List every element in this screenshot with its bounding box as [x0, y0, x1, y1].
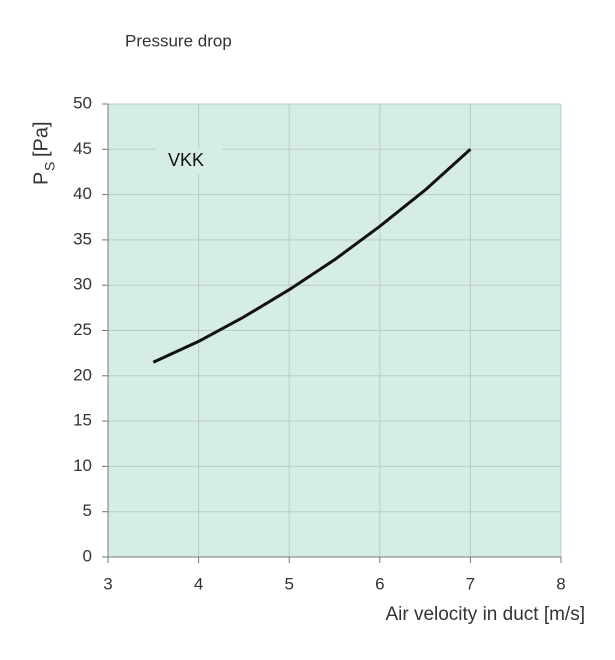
x-axis-label: Air velocity in duct [m/s]: [385, 604, 585, 625]
y-tick-label: 40: [73, 184, 92, 203]
y-tick-label: 30: [73, 275, 92, 294]
series-label-bg: [156, 148, 222, 175]
x-tick-label: 5: [284, 574, 293, 593]
y-tick-label: 50: [73, 93, 92, 112]
x-tick-label: 3: [103, 574, 112, 593]
y-axis-label: P S [Pa]: [30, 121, 57, 185]
y-tick-label: 15: [73, 411, 92, 430]
y-tick-label: 45: [73, 139, 92, 158]
x-tick-label: 6: [375, 574, 384, 593]
y-tick-label: 5: [83, 501, 92, 520]
x-tick-label: 7: [466, 574, 475, 593]
x-tick-label: 8: [556, 574, 565, 593]
y-label-unit: [Pa]: [30, 121, 52, 157]
y-tick-label: 20: [73, 365, 92, 384]
data-line: [152, 148, 472, 364]
y-tick-label: 10: [73, 456, 92, 475]
y-tick-label: 25: [73, 320, 92, 339]
series-label: VKK: [168, 150, 204, 170]
y-tick-label: 0: [83, 546, 92, 565]
y-label-main: P: [30, 172, 52, 185]
x-tick-label: 4: [194, 574, 203, 593]
chart-title: Pressure drop: [125, 31, 232, 50]
y-label-subscript: S: [42, 162, 58, 171]
y-tick-label: 35: [73, 229, 92, 248]
